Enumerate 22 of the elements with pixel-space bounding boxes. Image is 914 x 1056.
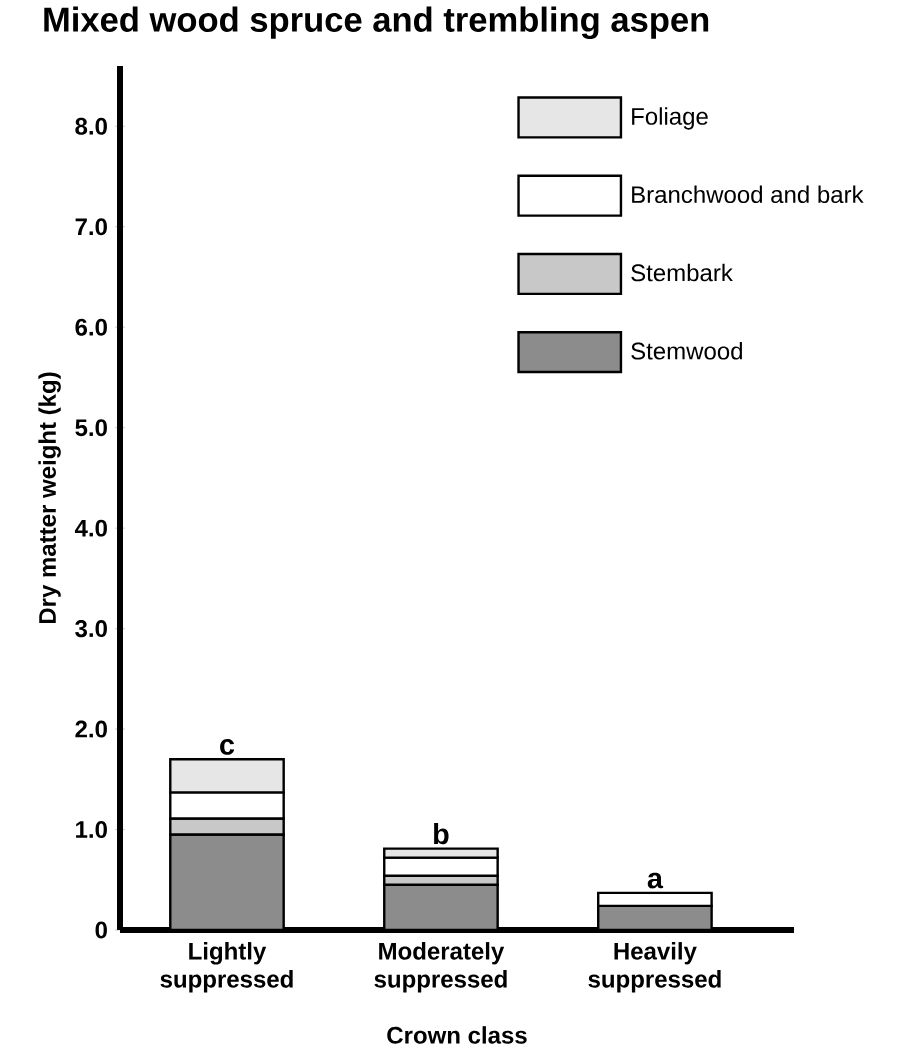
- y-tick-label: 2.0: [75, 720, 107, 738]
- y-tick-label: 0: [95, 921, 107, 939]
- x-tick-label: Lightly suppressed: [160, 942, 293, 993]
- legend-label: Foliage: [632, 107, 708, 130]
- y-tick-label: 5.0: [75, 419, 107, 437]
- x-axis-title: Crown class: [387, 1026, 527, 1044]
- legend-label: Stembark: [631, 263, 733, 282]
- annotation: a: [647, 872, 664, 889]
- x-tick-label: Moderately suppressed: [374, 942, 507, 993]
- y-tick-label: 7.0: [75, 218, 107, 236]
- y-tick-label: 6.0: [75, 318, 107, 336]
- y-tick-label: 3.0: [75, 620, 107, 638]
- chart-title: Mixed wood spruce and trembling aspen: [44, 6, 709, 39]
- y-tick-label: 8.0: [75, 117, 107, 135]
- annotation: c: [220, 739, 235, 755]
- y-axis-title: Dry matter weight (kg): [38, 372, 61, 624]
- y-tick-label: 1.0: [76, 821, 107, 839]
- y-tick-label: 4.0: [74, 519, 107, 537]
- legend-label: Branchwood and bark: [632, 185, 864, 204]
- annotation: b: [434, 823, 449, 845]
- x-tick-label: Heavily suppressed: [588, 942, 721, 993]
- legend-label: Stemwood: [631, 341, 742, 360]
